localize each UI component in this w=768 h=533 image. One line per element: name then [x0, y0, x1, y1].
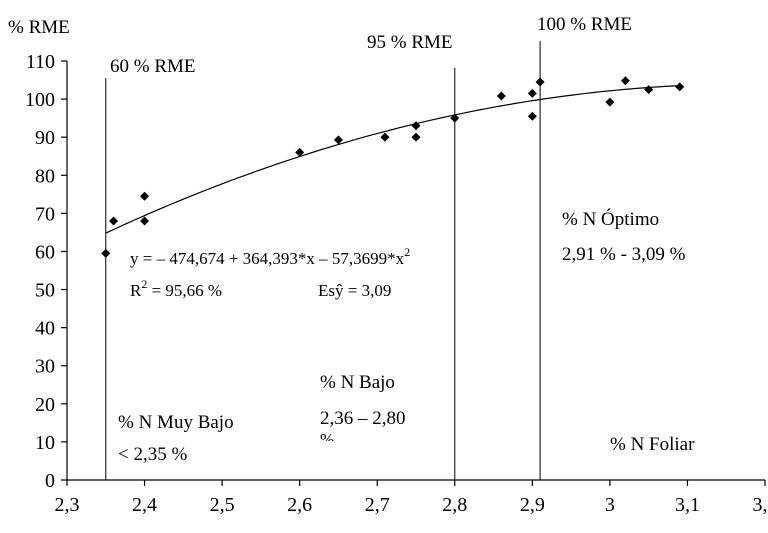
data-point	[605, 97, 615, 107]
data-point	[140, 216, 150, 226]
data-point	[527, 88, 537, 98]
y-tick-label: 110	[26, 51, 55, 73]
data-point	[620, 76, 630, 86]
y-axis-label: % RME	[8, 17, 70, 38]
fit-curve	[105, 85, 680, 234]
data-point	[675, 82, 685, 92]
data-point	[496, 91, 506, 101]
data-point	[140, 191, 150, 201]
x-tick-label: 2,8	[442, 494, 467, 516]
y-tick-label: 30	[35, 356, 55, 378]
data-point	[411, 132, 421, 142]
x-tick-label: 2,3	[55, 494, 80, 516]
bajo-range-cut: %	[320, 430, 334, 449]
x-tick-label: 2,6	[287, 494, 312, 516]
data-point	[527, 111, 537, 121]
y-tick-label: 100	[25, 89, 55, 111]
y-tick-label: 40	[35, 318, 55, 340]
r2-exponent: 2	[141, 277, 147, 291]
data-point	[380, 132, 390, 142]
r2-prefix: R	[130, 281, 142, 300]
x-tick-label: 2,5	[210, 494, 235, 516]
standard-error: Esŷ = 3,09	[318, 281, 391, 300]
vline-label-60: 60 % RME	[110, 56, 196, 77]
x-tick-label: 2,7	[365, 494, 390, 516]
bajo-title: % N Bajo	[320, 372, 395, 393]
x-axis-ticks: 2,3 2,4 2,5 2,6 2,7 2,8 2,9 3 3,1 3,2	[55, 480, 768, 516]
x-tick-label: 2,9	[520, 494, 545, 516]
data-point	[450, 113, 460, 123]
equation-exponent: 2	[404, 245, 410, 259]
muy-bajo-range: < 2,35 %	[118, 444, 187, 465]
x-tick-label: 3,1	[675, 494, 700, 516]
data-point	[411, 121, 421, 131]
data-points	[101, 76, 685, 258]
y-tick-label: 50	[35, 280, 55, 302]
equation-text: y = – 474,674 + 364,393*x – 57,3699*x	[130, 249, 405, 268]
optimo-title: % N Óptimo	[562, 208, 659, 230]
muy-bajo-title: % N Muy Bajo	[118, 412, 234, 433]
vline-label-95: 95 % RME	[367, 32, 453, 53]
optimo-range: 2,91 % - 3,09 %	[562, 244, 686, 265]
data-point	[333, 135, 343, 145]
x-tick-label: 2,4	[132, 494, 157, 516]
y-axis-ticks: 0 10 20 30 40 50 60 70 80 90 100 110	[25, 51, 67, 492]
x-tick-label: 3	[605, 494, 615, 516]
y-tick-label: 70	[35, 203, 55, 225]
bajo-range: 2,36 – 2,80	[320, 408, 406, 429]
r2-value: = 95,66 %	[147, 281, 222, 300]
regression-equation: y = – 474,674 + 364,393*x – 57,3699*x2	[130, 245, 410, 268]
r-squared: R2 = 95,66 %	[130, 277, 222, 300]
y-tick-label: 90	[35, 127, 55, 149]
y-tick-label: 0	[45, 470, 55, 492]
y-tick-label: 20	[35, 394, 55, 416]
vline-label-100: 100 % RME	[537, 14, 632, 35]
data-point	[295, 147, 305, 157]
data-point	[644, 85, 654, 95]
data-point	[535, 77, 545, 87]
data-point	[101, 248, 111, 258]
y-tick-label: 10	[35, 432, 55, 454]
x-axis-label: % N Foliar	[610, 434, 695, 455]
data-point	[109, 216, 119, 226]
x-tick-label: 3,2	[753, 494, 768, 516]
y-tick-label: 60	[35, 241, 55, 263]
y-tick-label: 80	[35, 165, 55, 187]
